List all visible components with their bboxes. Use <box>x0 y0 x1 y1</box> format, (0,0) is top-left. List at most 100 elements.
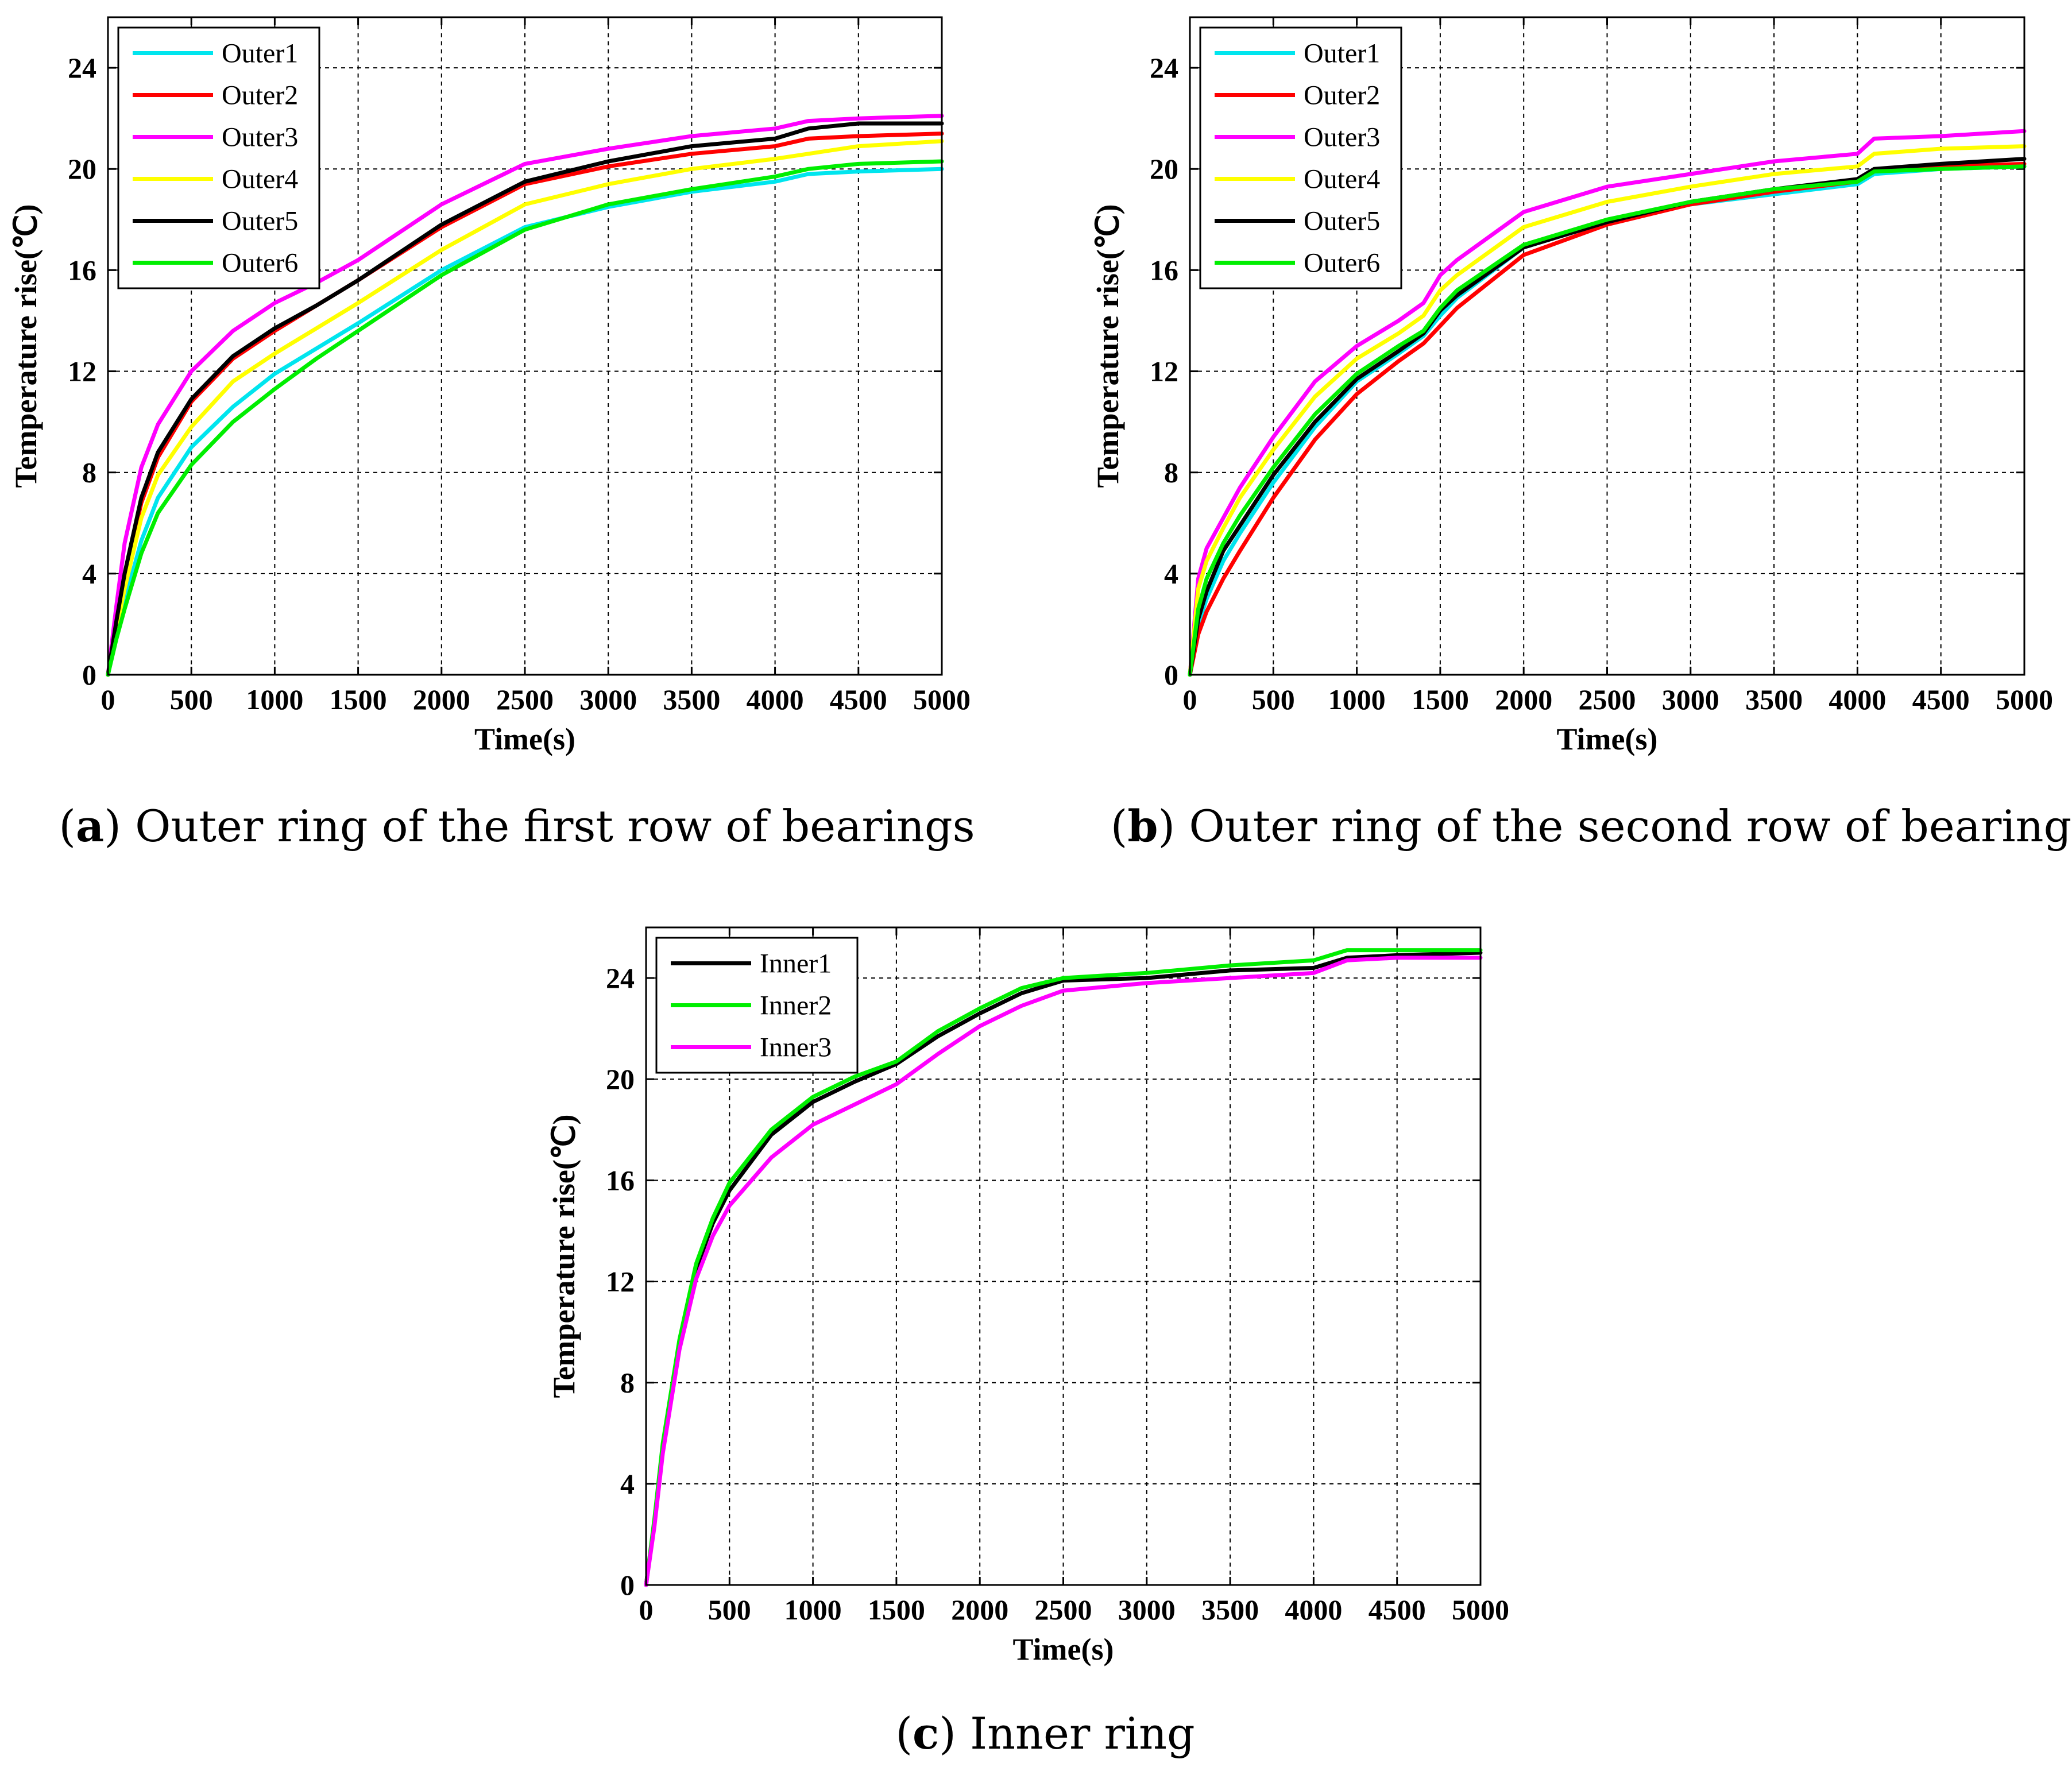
x-tick-label: 2500 <box>1579 683 1636 716</box>
x-tick-label: 2500 <box>496 683 554 716</box>
x-axis-label: Time(s) <box>474 722 575 756</box>
legend-label: Outer4 <box>1304 164 1380 195</box>
x-tick-label: 0 <box>101 683 115 716</box>
y-tick-label: 16 <box>1150 254 1178 286</box>
y-tick-label: 12 <box>606 1266 635 1298</box>
chart-a: 0 500 1000 1500 2000 2500 3000 3500 4000 4500 5000… <box>9 16 975 852</box>
y-tick-label: 4 <box>82 558 96 590</box>
y-tick-label: 12 <box>1150 355 1178 388</box>
series-line-outer6 <box>106 159 944 677</box>
x-axis-label: Time(s) <box>1557 722 1658 756</box>
series-line-inner2 <box>644 948 1483 1587</box>
y-tick-label: 20 <box>68 153 96 185</box>
legend-label: Outer1 <box>1304 38 1380 69</box>
x-tick-label: 500 <box>708 1594 751 1626</box>
x-tick-label: 5000 <box>913 683 971 716</box>
legend-label: Outer1 <box>222 38 298 69</box>
chart-c: 0 500 1000 1500 2000 2500 3000 3500 4000 4500 5000… <box>547 926 1509 1759</box>
y-tick-label: 4 <box>1164 558 1178 590</box>
x-tick-label: 2500 <box>1035 1594 1092 1626</box>
series-line-inner3 <box>644 956 1483 1587</box>
caption-text: Outer ring of the second row of bearings <box>1189 801 2072 852</box>
x-tick-label: 1000 <box>784 1594 842 1626</box>
legend-label: Outer3 <box>1304 122 1380 153</box>
x-tick-label: 3500 <box>663 683 720 716</box>
series-line-outer5 <box>106 121 944 677</box>
legend-label: Outer6 <box>222 248 298 279</box>
x-tick-label: 4500 <box>830 683 887 716</box>
x-tick-label: 2000 <box>413 683 470 716</box>
x-tick-label: 1000 <box>246 683 303 716</box>
legend-label: Inner3 <box>760 1033 832 1063</box>
x-tick-label: 1500 <box>330 683 387 716</box>
x-tick-label: 2000 <box>951 1594 1008 1626</box>
x-tick-label: 5000 <box>1996 683 2053 716</box>
caption: (a) Outer ring of the first row of beari… <box>59 801 975 852</box>
y-tick-label: 20 <box>1150 153 1178 185</box>
x-tick-label: 4000 <box>747 683 804 716</box>
x-tick-label: 3000 <box>579 683 637 716</box>
caption: (b) Outer ring of the second row of bear… <box>1111 801 2072 852</box>
x-tick-label: 3000 <box>1662 683 1719 716</box>
y-tick-label: 0 <box>620 1569 635 1601</box>
axes-frame <box>645 926 1482 1586</box>
y-tick-label: 0 <box>1164 659 1178 691</box>
legend-label: Outer5 <box>222 206 298 237</box>
axes-frame <box>107 16 943 676</box>
chart-b: 0 500 1000 1500 2000 2500 3000 3500 4000 4500 5000… <box>1091 16 2072 852</box>
series-line-outer1 <box>1188 164 2027 677</box>
y-tick-label: 8 <box>620 1367 635 1399</box>
caption: (c) Inner ring <box>895 1708 1195 1759</box>
x-tick-label: 5000 <box>1452 1594 1509 1626</box>
x-tick-label: 0 <box>1183 683 1197 716</box>
caption-letter: b <box>1127 801 1158 852</box>
x-tick-label: 500 <box>170 683 213 716</box>
y-tick-label: 24 <box>68 52 96 84</box>
series-line-outer3 <box>1188 129 2027 677</box>
legend-label: Outer2 <box>222 80 298 111</box>
y-tick-label: 8 <box>82 457 96 489</box>
x-tick-label: 4500 <box>1369 1594 1426 1626</box>
y-tick-label: 8 <box>1164 457 1178 489</box>
y-tick-label: 24 <box>1150 52 1178 84</box>
y-tick-label: 0 <box>82 659 96 691</box>
legend-label: Outer6 <box>1304 248 1380 279</box>
axes-frame <box>1189 16 2025 676</box>
caption-text: Inner ring <box>970 1708 1195 1759</box>
caption-letter: c <box>913 1708 939 1759</box>
y-tick-label: 4 <box>620 1468 635 1500</box>
y-tick-label: 20 <box>606 1063 635 1095</box>
x-tick-label: 1500 <box>1412 683 1469 716</box>
series-line-outer4 <box>1188 144 2027 677</box>
x-tick-label: 1500 <box>868 1594 925 1626</box>
legend-label: Outer4 <box>222 164 298 195</box>
x-tick-label: 4000 <box>1829 683 1886 716</box>
y-tick-label: 24 <box>606 962 635 994</box>
y-tick-label: 12 <box>68 355 96 388</box>
series-line-outer3 <box>106 114 944 677</box>
x-tick-label: 0 <box>639 1594 654 1626</box>
x-axis-label: Time(s) <box>1013 1632 1114 1667</box>
y-tick-label: 16 <box>606 1164 635 1196</box>
x-tick-label: 4500 <box>1912 683 1970 716</box>
y-axis-label: Temperature rise(℃) <box>9 204 43 488</box>
x-tick-label: 3000 <box>1118 1594 1176 1626</box>
x-tick-label: 500 <box>1252 683 1295 716</box>
y-axis-label: Temperature rise(℃) <box>1091 204 1125 488</box>
legend-label: Outer5 <box>1304 206 1380 237</box>
y-axis-label: Temperature rise(℃) <box>547 1114 581 1398</box>
series-line-outer6 <box>1188 164 2027 677</box>
series-line-outer1 <box>106 167 944 677</box>
x-tick-label: 2000 <box>1495 683 1552 716</box>
legend-label: Inner2 <box>760 991 832 1021</box>
legend-label: Outer3 <box>222 122 298 153</box>
x-tick-label: 4000 <box>1285 1594 1342 1626</box>
legend-label: Outer2 <box>1304 80 1380 111</box>
legend <box>117 26 320 289</box>
x-tick-label: 3500 <box>1201 1594 1259 1626</box>
x-tick-label: 1000 <box>1328 683 1386 716</box>
legend-label: Inner1 <box>760 949 832 979</box>
legend <box>1199 26 1402 289</box>
series-line-outer4 <box>106 139 944 677</box>
